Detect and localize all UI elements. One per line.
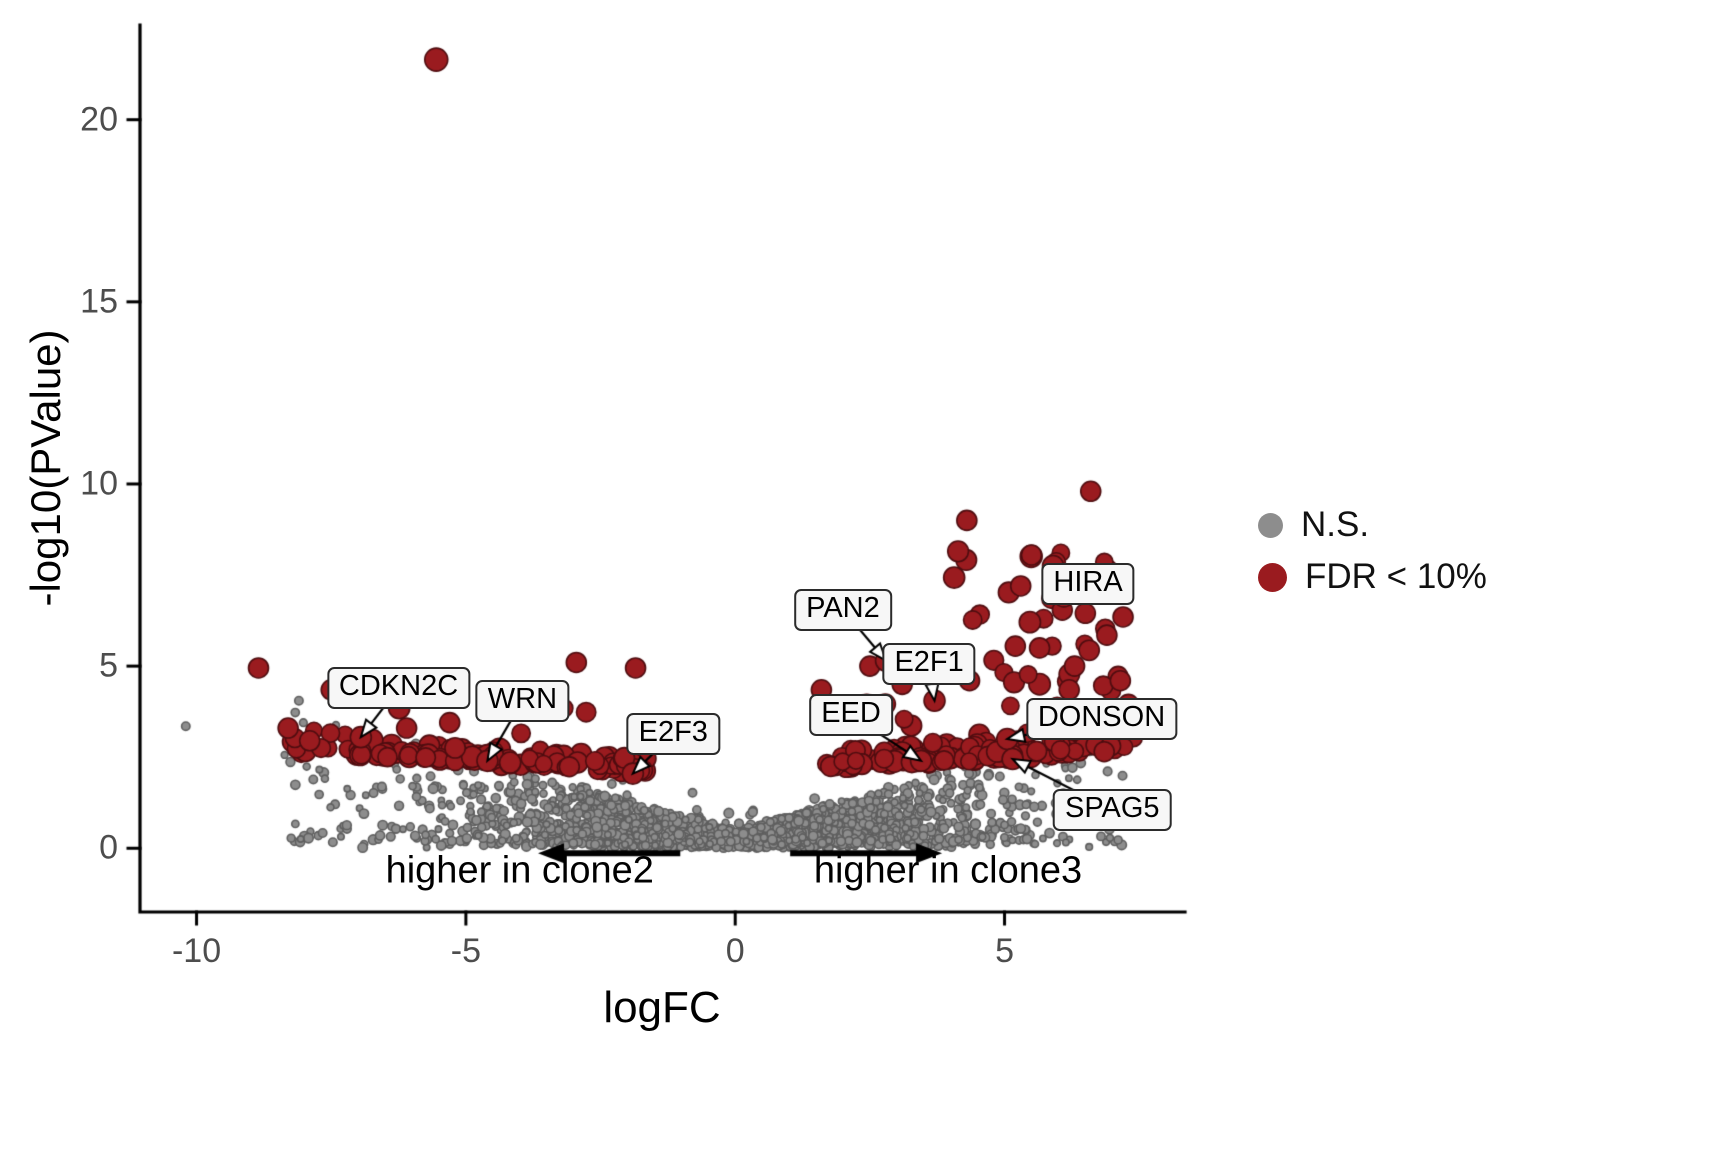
y-axis-title: -log10(PValue): [22, 329, 69, 607]
gene-label-spag5: SPAG5: [1052, 789, 1172, 831]
gene-label-e2f1: E2F1: [882, 643, 976, 686]
y-tick-label: 0: [99, 828, 118, 867]
gene-label-wrn: WRN: [475, 679, 570, 722]
legend-label-ns: N.S.: [1301, 505, 1370, 544]
legend-item-fdr: FDR < 10%: [1258, 557, 1487, 597]
gene-label-donson: DONSON: [1025, 697, 1178, 740]
annotation-text-2: higher in clone3: [813, 849, 1083, 892]
gene-label-hira: HIRA: [1041, 563, 1135, 606]
y-tick-label: 10: [80, 464, 118, 503]
ns-point-icon: [1258, 512, 1283, 538]
gene-label-eed: EED: [809, 694, 893, 737]
gene-label-pan2: PAN2: [794, 588, 892, 631]
legend-label-fdr: FDR < 10%: [1305, 557, 1487, 596]
gene-label-e2f3: E2F3: [626, 712, 720, 755]
x-tick-label: -5: [450, 932, 481, 970]
x-tick-label: 0: [725, 932, 745, 970]
x-axis-title: logFC: [603, 983, 721, 1032]
annotation-text-1: higher in clone2: [385, 849, 654, 892]
gene-label-cdkn2c: CDKN2C: [326, 666, 471, 709]
legend: N.S. FDR < 10%: [1258, 505, 1487, 597]
y-tick-label: 20: [80, 100, 118, 139]
legend-item-ns: N.S.: [1258, 505, 1487, 545]
x-tick-label: -10: [171, 932, 222, 970]
x-tick-label: 5: [995, 932, 1015, 970]
y-tick-label: 5: [99, 646, 118, 685]
y-tick-label: 15: [80, 282, 118, 321]
fdr-point-icon: [1258, 562, 1287, 592]
